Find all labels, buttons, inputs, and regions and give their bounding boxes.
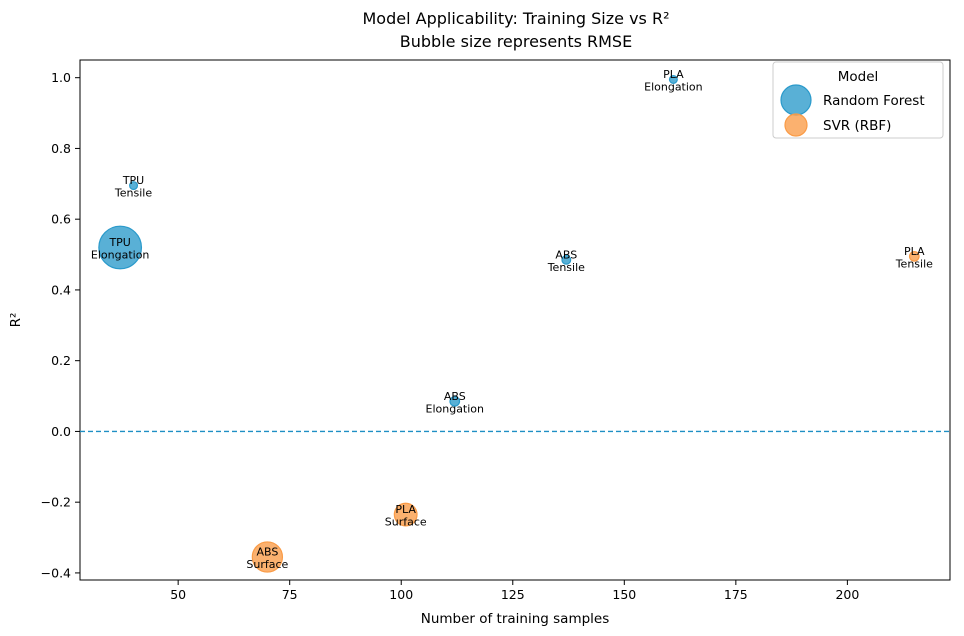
y-tick-label: 0.4 [51,282,71,297]
bubble-label-property: Surface [246,558,288,571]
bubble-label-material: ABS [444,390,466,403]
y-tick-label: 0.8 [51,141,71,156]
legend-marker [784,113,808,137]
random-forest-bubble [129,181,139,191]
bubble-label-property: Elongation [644,80,703,93]
bubble-label-material: PLA [904,245,925,258]
svr-rbf-bubble [908,250,920,262]
random-forest-bubble [98,225,143,270]
plot-frame [79,59,951,581]
legend-marker [780,84,812,116]
bubble-label-property: Tensile [114,187,152,200]
bubble-label-property: Tensile [547,261,585,274]
x-axis: 50 75 100 125 150 175 200 [170,580,859,602]
y-tick-label: −0.2 [41,495,71,510]
svr-rbf-bubble [393,502,418,527]
bubble-label-property: Elongation [426,402,485,415]
x-tick-label: 100 [389,587,413,602]
legend-label: SVR (RBF) [823,118,891,134]
legend-box [772,61,944,139]
plot-area [79,59,951,581]
x-tick-label: 125 [501,587,525,602]
bubble-label-material: PLA [395,503,416,516]
y-tick-label: 0.0 [51,424,71,439]
bubble-label-material: TPU [122,174,144,187]
legend-title: Model [838,69,879,85]
legend-label: Random Forest [823,93,925,109]
bubble-label-property: Surface [385,516,427,529]
chart-subtitle: Bubble size represents RMSE [400,32,632,51]
y-axis-title: R² [8,313,24,328]
y-tick-label: 1.0 [51,70,71,85]
x-tick-label: 50 [170,587,186,602]
bubble-label-property: Elongation [91,248,150,261]
chart-title: Model Applicability: Training Size vs R² [363,9,670,28]
bubble-label-material: ABS [555,248,577,261]
x-tick-label: 75 [282,587,298,602]
legend: Model Random Forest SVR (RBF) [772,61,944,139]
y-tick-label: 0.6 [51,212,71,227]
svr-rbf-bubble [251,541,284,573]
bubble-label-material: PLA [663,68,684,81]
x-tick-label: 200 [835,587,859,602]
bubble-label-material: ABS [256,546,278,559]
data-points [98,74,920,573]
x-tick-label: 150 [612,587,636,602]
x-axis-title: Number of training samples [421,611,610,627]
bubble-label-property: Tensile [895,257,933,270]
random-forest-bubble [561,254,572,265]
random-forest-bubble [449,395,461,407]
x-tick-label: 175 [724,587,748,602]
y-tick-label: 0.2 [51,353,71,368]
y-axis: −0.4 −0.2 0.0 0.2 0.4 0.6 0.8 1.0 [41,70,80,580]
random-forest-bubble [668,74,678,84]
bubble-label-material: TPU [108,236,130,249]
y-tick-label: −0.4 [41,565,71,580]
point-labels: TPUElongationTPUTensileABSElongationABST… [91,68,933,571]
